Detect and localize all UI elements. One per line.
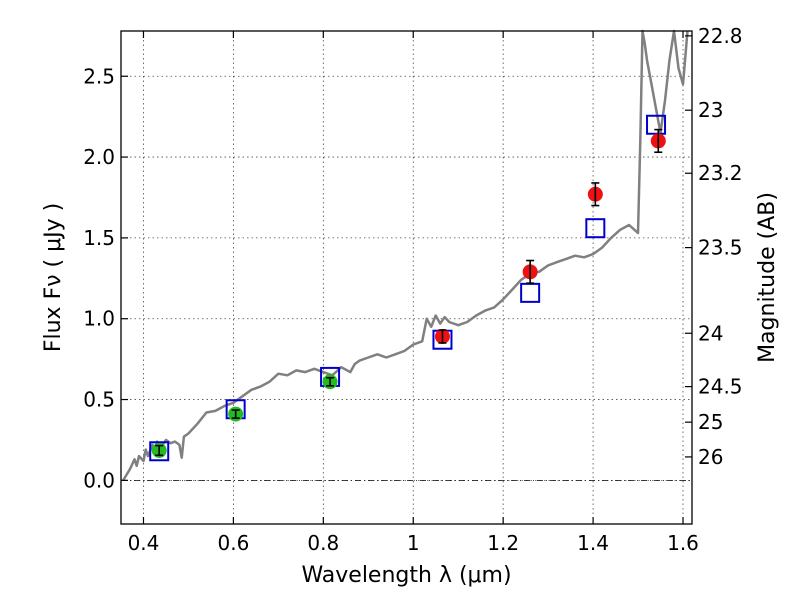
x-tick-label: 1.4 [577,531,609,555]
mag-tick-label: 23.5 [698,236,743,260]
x-tick-label: 0.6 [217,531,249,555]
grid-layer [121,31,692,524]
x-tick-label: 0.4 [128,531,160,555]
model-photometry-square [585,218,606,239]
x-tick-label: 1.6 [667,531,699,555]
right-y-axis-title: Magnitude (AB) [755,192,780,363]
mag-tick-label: 25 [698,410,723,434]
mag-tick-label: 22.8 [698,24,743,48]
model-spectrum-line [122,29,689,482]
y-tick-label: 0.0 [83,468,115,492]
mag-tick-label: 24 [698,321,723,345]
y-tick-label: 2.0 [83,145,115,169]
y-tick-label: 2.5 [83,64,115,88]
axis-ticks: 0.4 0.6 0.8 1 1.2 1.4 1.6 0.0 0.5 1.0 1.5 2.0 2.5 22.… [83,24,742,555]
y-tick-label: 1.5 [83,226,115,250]
data-marks [149,114,667,462]
x-tick-label: 0.8 [307,531,339,555]
x-axis-title: Wavelength λ (μm) [301,563,511,588]
mag-tick-label: 26 [698,445,723,469]
model-photometry-square [520,282,541,303]
y-axis-title: Flux Fν ( μJy ) [41,203,66,352]
y-tick-label: 0.5 [83,388,115,412]
x-tick-label: 1.2 [487,531,519,555]
mag-tick-label: 24.5 [698,375,743,399]
plot-frame [120,30,693,525]
mag-tick-label: 23 [698,98,723,122]
model-photometry-square [646,114,667,135]
y-tick-label: 1.0 [83,307,115,331]
x-tick-label: 1 [407,531,420,555]
model-photometry-square [149,441,170,462]
mag-tick-label: 23.2 [698,161,743,185]
